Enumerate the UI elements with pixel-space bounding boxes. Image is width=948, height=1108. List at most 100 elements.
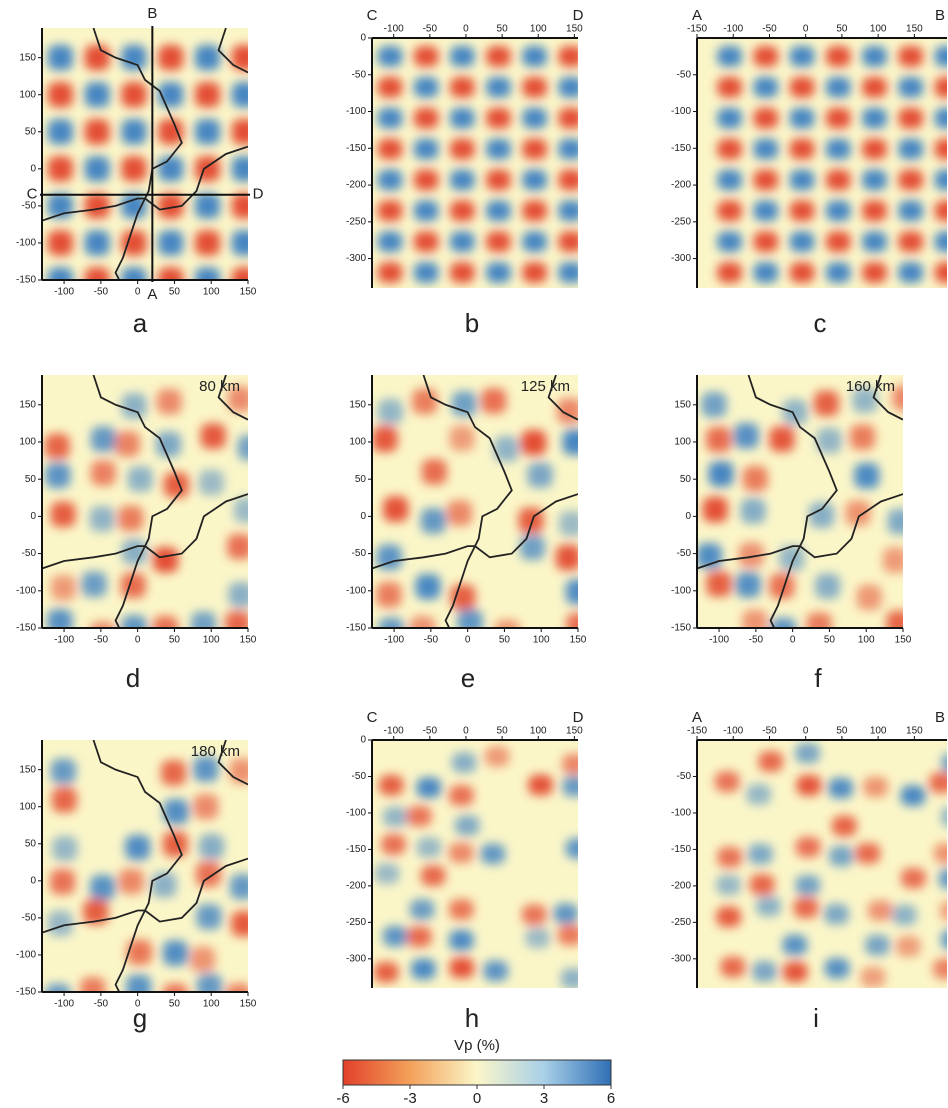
- anomaly: [52, 836, 77, 861]
- anomaly: [201, 424, 226, 449]
- y-tick-label: -50: [677, 548, 692, 559]
- anomaly: [862, 262, 887, 283]
- anomaly: [85, 193, 110, 218]
- anomaly: [742, 610, 767, 635]
- x-tick-label: -100: [384, 24, 404, 35]
- anomaly: [790, 46, 815, 67]
- anomaly: [562, 776, 587, 796]
- anomaly: [862, 201, 887, 222]
- anomaly: [828, 778, 853, 798]
- anomaly: [378, 399, 403, 424]
- anomaly: [85, 82, 110, 107]
- anomaly: [783, 935, 808, 955]
- x-tick-label: -100: [723, 726, 743, 737]
- x-tick-label: 0: [803, 24, 809, 35]
- anomaly: [82, 572, 107, 597]
- anomaly: [126, 975, 151, 1000]
- anomaly: [522, 108, 547, 129]
- anomaly: [234, 497, 259, 522]
- anomaly: [898, 231, 923, 252]
- anomaly: [826, 46, 851, 67]
- anomaly: [52, 787, 77, 812]
- anomaly: [48, 119, 73, 144]
- anomaly: [558, 139, 583, 160]
- anomaly: [783, 400, 808, 425]
- y-tick-label: -50: [22, 913, 37, 924]
- anomaly: [868, 900, 893, 920]
- panel-letter: a: [133, 308, 148, 338]
- anomaly: [410, 899, 435, 919]
- x-tick-label: 50: [499, 635, 511, 646]
- y-tick-label: 150: [349, 399, 366, 410]
- y-tick-label: 100: [349, 437, 366, 448]
- anomaly: [414, 170, 439, 191]
- anomaly: [826, 231, 851, 252]
- anomaly: [935, 139, 948, 160]
- anomaly: [754, 231, 779, 252]
- anomaly: [486, 77, 511, 98]
- anomaly: [716, 875, 741, 895]
- panel: -150-100-50050100150-50-100-150-200-250-…: [671, 7, 948, 338]
- anomaly: [794, 898, 819, 918]
- anomaly: [48, 45, 73, 70]
- x-tick-label: 0: [135, 287, 141, 298]
- anomaly: [121, 45, 146, 70]
- anomaly: [522, 139, 547, 160]
- anomaly: [228, 582, 253, 607]
- y-tick-label: -100: [346, 808, 366, 819]
- anomaly: [455, 815, 480, 835]
- anomaly: [856, 843, 881, 863]
- anomaly: [558, 925, 583, 945]
- colorbar-tick-label: -3: [403, 1090, 416, 1107]
- y-tick-label: 150: [19, 52, 36, 63]
- anomaly: [935, 46, 948, 67]
- y-tick-label: -100: [346, 585, 366, 596]
- panel: -100-50050100150150100500-50-100-150g180…: [16, 740, 257, 1033]
- x-tick-label: -100: [709, 635, 729, 646]
- panel: -100-500501001500-50-100-150-200-250-300…: [346, 709, 590, 1033]
- anomaly: [48, 911, 73, 936]
- x-tick-label: -50: [423, 24, 438, 35]
- anomaly: [115, 431, 140, 456]
- anomaly: [158, 230, 183, 255]
- x-tick-label: 100: [203, 999, 220, 1010]
- anomaly: [374, 962, 399, 982]
- anomaly: [48, 230, 73, 255]
- anomaly: [883, 548, 908, 573]
- y-tick-label: -250: [671, 917, 691, 928]
- x-tick-label: -50: [94, 635, 109, 646]
- panel-letter: i: [813, 1003, 819, 1033]
- profile-label: B: [147, 5, 157, 22]
- y-tick-label: -200: [346, 881, 366, 892]
- anomaly: [152, 872, 177, 897]
- anomaly: [703, 497, 728, 522]
- anomaly: [161, 760, 186, 785]
- anomaly: [45, 434, 70, 459]
- anomaly: [121, 119, 146, 144]
- anomaly: [826, 170, 851, 191]
- anomaly: [47, 609, 72, 634]
- anomaly: [522, 262, 547, 283]
- anomaly: [522, 231, 547, 252]
- y-tick-label: -150: [346, 143, 366, 154]
- x-tick-label: -150: [687, 24, 707, 35]
- anomaly: [754, 108, 779, 129]
- anomaly: [754, 201, 779, 222]
- anomaly: [85, 45, 110, 70]
- anomaly: [51, 759, 76, 784]
- anomaly: [230, 759, 255, 784]
- anomaly: [195, 45, 220, 70]
- anomaly: [381, 834, 406, 854]
- anomaly: [706, 571, 731, 596]
- x-tick-label: -50: [762, 726, 777, 737]
- anomaly: [412, 389, 437, 414]
- anomaly: [825, 958, 850, 978]
- y-tick-label: -50: [352, 771, 367, 782]
- y-tick-label: -100: [671, 585, 691, 596]
- section-end: D: [573, 709, 584, 726]
- anomaly: [558, 231, 583, 252]
- anomaly: [525, 928, 550, 948]
- x-tick-label: 0: [463, 24, 469, 35]
- anomaly: [717, 847, 742, 867]
- anomaly: [156, 432, 181, 457]
